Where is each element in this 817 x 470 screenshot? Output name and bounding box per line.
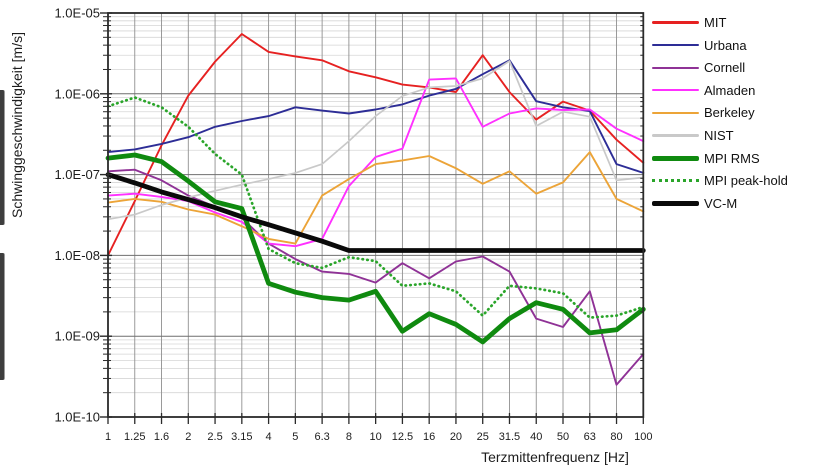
legend-label: Urbana	[704, 37, 747, 53]
x-tick-label: 1.6	[154, 431, 169, 443]
legend-label: MIT	[704, 15, 727, 30]
x-tick-label: 1.25	[124, 431, 145, 443]
legend-swatch-mpi-peak-hold	[652, 179, 699, 183]
legend-swatch-mit	[652, 21, 699, 24]
y-tick-label: 1.0E-08	[54, 248, 100, 263]
series-line-almaden	[107, 77, 645, 248]
x-tick-label: 5	[292, 431, 298, 443]
legend-item-almaden: Almaden	[652, 82, 755, 98]
y-tick-labels: 1.0E-05 1.0E-06 1.0E-07 1.0E-08 1.0E-09 1.0E-…	[54, 6, 100, 425]
legend-label: VC-M	[704, 195, 738, 211]
x-tick-label: 40	[530, 431, 542, 443]
legend: MIT Urbana Cornell Almaden Berkeley NIST MPI R…	[652, 0, 812, 220]
x-tick-label: 100	[634, 431, 652, 443]
x-tick-label: 80	[610, 431, 622, 443]
y-axis-title: Schwinggeschwindigkeit [m/s]	[9, 32, 25, 218]
series-line-nist	[107, 60, 645, 221]
legend-item-nist: NIST	[652, 128, 734, 144]
legend-swatch-cornell	[652, 66, 699, 69]
series-line-urbana	[107, 59, 645, 174]
x-tick-label: 3.15	[231, 431, 252, 443]
x-tick-label: 2.5	[207, 431, 222, 443]
x-tick-label: 16	[423, 431, 435, 443]
legend-label: Cornell	[704, 60, 746, 76]
legend-label: Berkeley	[704, 105, 755, 121]
legend-swatch-almaden	[652, 89, 699, 92]
x-tick-labels: 1 1.25 1.6 2 2.5 3.15 4 5 6.3 8 10 12.5 16 20 25 31.5 40…	[105, 431, 653, 443]
y-tick-label: 1.0E-06	[54, 86, 100, 101]
legend-label: Almaden	[704, 82, 756, 98]
series-line-mpi-rms	[105, 152, 646, 345]
series-line-cornell	[107, 168, 645, 386]
grid-vertical-lines	[134, 13, 617, 417]
legend-item-berkeley: Berkeley	[652, 105, 755, 121]
series-line-berkeley	[107, 151, 645, 245]
x-tick-label: 6.3	[314, 431, 329, 443]
legend-label: MPI RMS	[704, 150, 760, 166]
legend-item-mpi-peak-hold: MPI peak-hold	[652, 173, 788, 189]
x-tick-label: 63	[584, 431, 596, 443]
legend-swatch-berkeley	[652, 111, 699, 114]
y-tick-label: 1.0E-09	[54, 329, 100, 344]
x-axis-title: Terzmittenfrequenz [Hz]	[481, 449, 629, 465]
x-tick-label: 10	[370, 431, 382, 443]
series-line-vc-m	[105, 172, 646, 253]
axis-ticks	[100, 12, 644, 424]
legend-item-urbana: Urbana	[652, 37, 747, 53]
x-tick-label: 31.5	[499, 431, 520, 443]
x-tick-label: 25	[477, 431, 489, 443]
x-tick-label: 8	[346, 431, 352, 443]
window-edge-fragment-bottom	[0, 253, 5, 380]
series-line-mpi-peak-hold	[106, 96, 645, 319]
legend-swatch-urbana	[652, 44, 699, 47]
x-tick-label: 20	[450, 431, 462, 443]
y-tick-label: 1.0E-05	[54, 6, 100, 21]
x-tick-label: 1	[105, 431, 111, 443]
x-tick-label: 12.5	[392, 431, 413, 443]
legend-item-vc-m: VC-M	[652, 195, 737, 211]
y-tick-label: 1.0E-10	[54, 410, 100, 425]
plot-frame	[107, 12, 645, 418]
legend-item-mpi-rms: MPI RMS	[652, 150, 760, 166]
x-tick-label: 2	[185, 431, 191, 443]
x-tick-label: 4	[266, 431, 272, 443]
legend-swatch-nist	[652, 134, 699, 137]
x-tick-label: 50	[557, 431, 569, 443]
legend-swatch-mpi-rms	[652, 155, 699, 161]
legend-item-mit: MIT	[652, 15, 726, 31]
legend-label: NIST	[704, 128, 734, 143]
legend-item-cornell: Cornell	[652, 60, 745, 76]
y-tick-label: 1.0E-07	[54, 167, 100, 182]
series-line-mit	[107, 33, 645, 257]
window-edge-fragment-top	[0, 90, 5, 225]
legend-swatch-vc-m	[652, 200, 699, 206]
legend-label: MPI peak-hold	[704, 173, 788, 189]
